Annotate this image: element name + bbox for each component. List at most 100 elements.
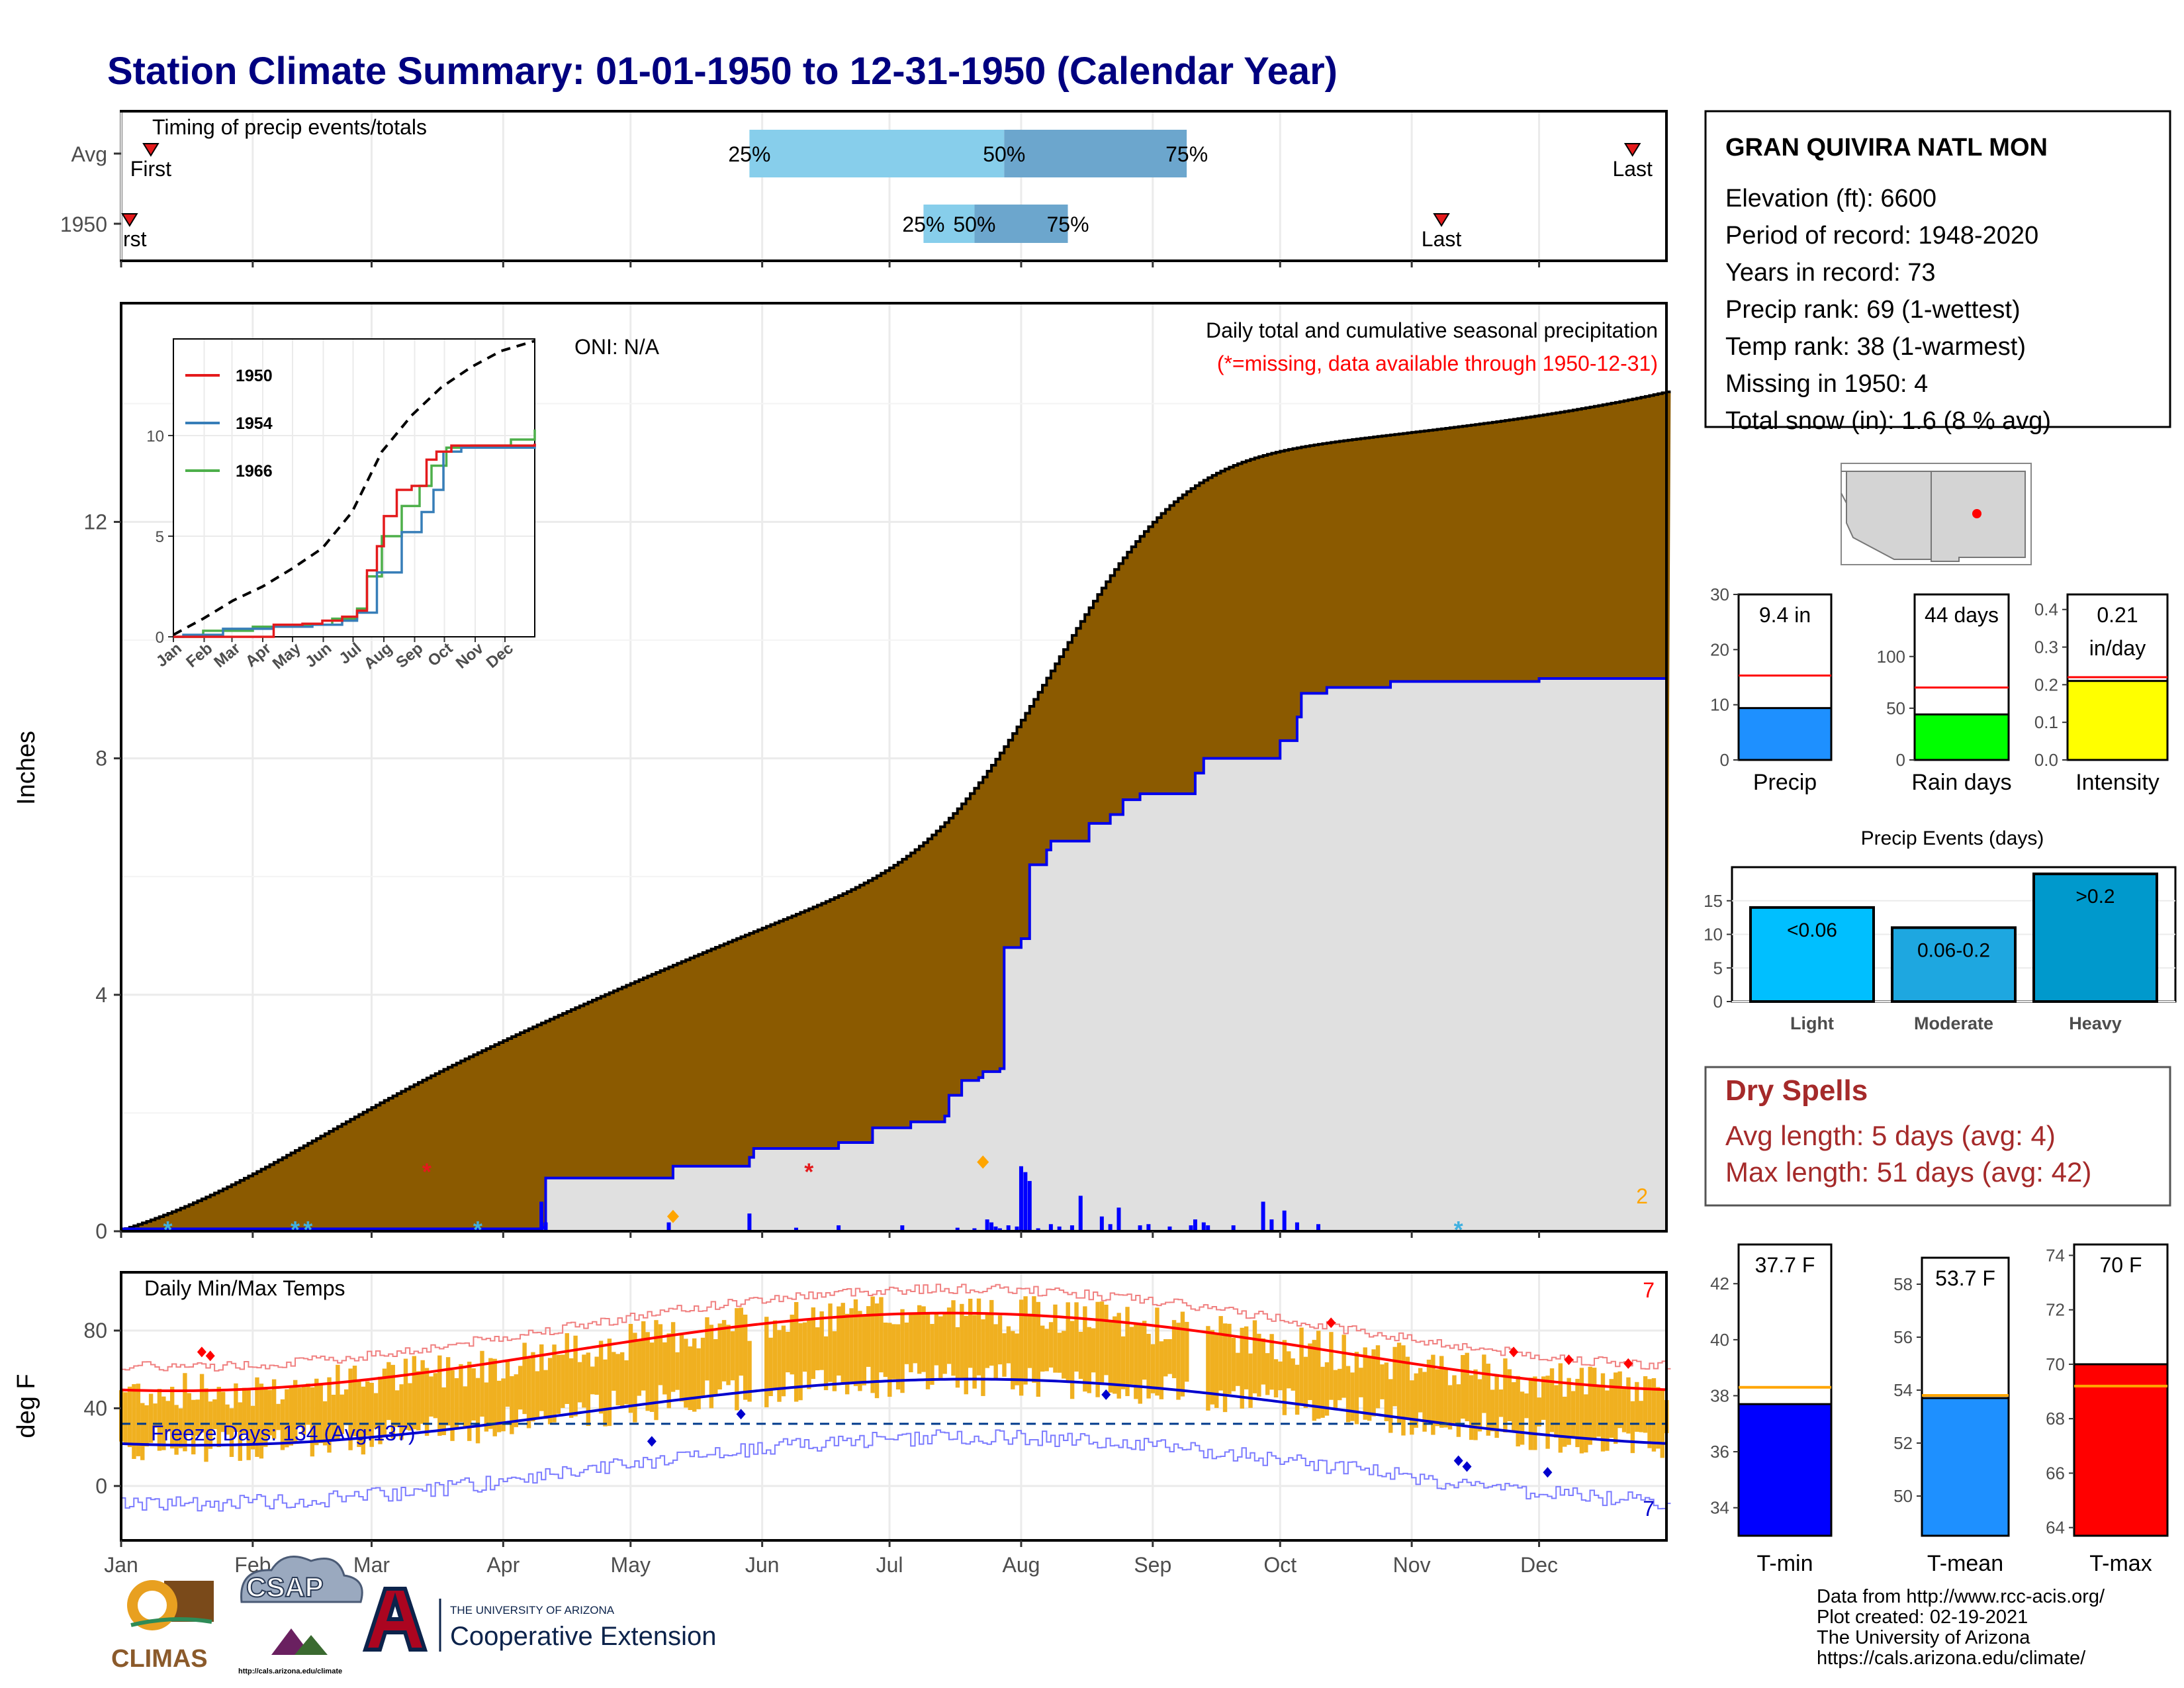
daily-temp-bar bbox=[1057, 1333, 1062, 1373]
daily-temp-bar bbox=[721, 1320, 727, 1382]
temp-summary-y-tick: 38 bbox=[1710, 1385, 1729, 1405]
station-info-line: Total snow (in): 1.6 (8 % avg) bbox=[1725, 407, 2051, 435]
station-info-box: GRAN QUIVIRA NATL MON Elevation (ft): 66… bbox=[1704, 110, 2171, 435]
daily-temp-bar bbox=[132, 1383, 136, 1459]
record-low-marker bbox=[1543, 1467, 1553, 1478]
daily-temp-bar bbox=[361, 1386, 366, 1455]
daily-temp-bar bbox=[297, 1387, 302, 1427]
daily-precip-bar bbox=[1027, 1181, 1032, 1231]
timing-last-marker bbox=[1623, 143, 1641, 157]
temp-summary-label: T-max bbox=[2089, 1551, 2152, 1576]
temp-summary-label: T-mean bbox=[1927, 1551, 2003, 1576]
daily-temp-bar bbox=[153, 1403, 158, 1428]
precip-summary-y-tick: 0 bbox=[1720, 750, 1729, 770]
daily-temp-bar bbox=[169, 1386, 175, 1449]
daily-precip-bar bbox=[993, 1226, 998, 1231]
daily-temp-bar bbox=[390, 1364, 395, 1438]
daily-temp-bar bbox=[1108, 1320, 1113, 1393]
daily-temp-bar bbox=[675, 1352, 680, 1390]
daily-precip-bar bbox=[985, 1219, 989, 1231]
daily-temp-bar bbox=[1303, 1356, 1308, 1408]
daily-temp-bar bbox=[378, 1376, 383, 1444]
daily-temp-bar bbox=[276, 1403, 281, 1430]
daily-temp-bar bbox=[1222, 1323, 1228, 1413]
daily-precip-bar bbox=[1019, 1166, 1023, 1231]
daily-temp-bar bbox=[1125, 1307, 1130, 1397]
inset-avg-line bbox=[173, 340, 535, 636]
daily-temp-bar bbox=[1214, 1334, 1219, 1409]
daily-precip-bar bbox=[997, 1228, 1002, 1231]
precip-event-category: Heavy bbox=[2069, 1013, 2122, 1033]
daily-temp-bar bbox=[441, 1387, 446, 1435]
daily-temp-bar bbox=[717, 1323, 722, 1390]
daily-temp-bar bbox=[904, 1322, 909, 1364]
daily-temp-bar bbox=[1299, 1327, 1304, 1404]
daily-temp-bar bbox=[1461, 1354, 1465, 1419]
daily-temp-bar bbox=[802, 1322, 807, 1372]
precip-summary-value: 44 days bbox=[1925, 603, 1999, 627]
credit-line-3: The University of Arizona bbox=[1817, 1627, 2030, 1648]
missing-data-marker: * bbox=[1454, 1216, 1463, 1243]
daily-temp-bar bbox=[1032, 1296, 1036, 1383]
daily-temp-bar bbox=[938, 1316, 943, 1378]
timing-first-label: rst bbox=[123, 227, 147, 251]
daily-temp-bar bbox=[127, 1386, 132, 1448]
daily-temp-bar bbox=[1643, 1376, 1648, 1433]
daily-temp-bar bbox=[586, 1352, 591, 1427]
daily-precip-bar bbox=[1023, 1172, 1028, 1231]
dry-spells-title: Dry Spells bbox=[1725, 1074, 1868, 1107]
temp-summary-y-tick: 68 bbox=[2046, 1409, 2065, 1429]
precip-y-tick-label: 0 bbox=[95, 1219, 107, 1243]
temp-summary-y-tick: 72 bbox=[2046, 1300, 2065, 1320]
daily-temp-bar bbox=[531, 1352, 535, 1422]
daily-temp-bar bbox=[399, 1384, 404, 1440]
daily-temp-bar bbox=[654, 1320, 659, 1421]
daily-temp-bar bbox=[883, 1322, 888, 1378]
station-info-line: Missing in 1950: 4 bbox=[1725, 370, 1928, 398]
daily-temp-bar bbox=[285, 1389, 289, 1448]
daily-temp-bar bbox=[518, 1366, 523, 1410]
precip-summary-y-tick: 0.2 bbox=[2034, 675, 2058, 694]
daily-temp-bar bbox=[314, 1378, 319, 1446]
daily-temp-bar bbox=[450, 1370, 455, 1441]
daily-temp-bar bbox=[807, 1319, 811, 1389]
daily-temp-bar bbox=[590, 1366, 595, 1395]
daily-temp-bar bbox=[1371, 1349, 1376, 1417]
daily-temp-bar bbox=[318, 1383, 323, 1443]
daily-temp-bar bbox=[985, 1314, 990, 1368]
daily-temp-bar bbox=[692, 1338, 697, 1412]
locator-map bbox=[1841, 463, 2032, 565]
csap-logo: CSAP http://cals.arizona.edu/climate bbox=[238, 1556, 363, 1675]
daily-temp-bar bbox=[289, 1385, 293, 1446]
daily-temp-bar bbox=[739, 1307, 743, 1376]
daily-temp-bar bbox=[862, 1315, 866, 1385]
daily-temp-bar bbox=[1142, 1321, 1147, 1380]
university-of-arizona-logo: THE UNIVERSITY OF ARIZONA Cooperative Ex… bbox=[362, 1587, 716, 1652]
daily-temp-bar bbox=[658, 1324, 663, 1385]
daily-temp-bar bbox=[263, 1389, 268, 1447]
daily-temp-bar bbox=[144, 1405, 149, 1447]
daily-temp-bar bbox=[387, 1362, 391, 1421]
daily-temp-bar bbox=[853, 1299, 858, 1386]
daily-temp-bar bbox=[1171, 1320, 1177, 1378]
daily-temp-bar bbox=[1308, 1343, 1312, 1401]
month-tick-label: Aug bbox=[1002, 1553, 1040, 1577]
freeze-days-label: Freeze Days: 134 (Avg:137) bbox=[151, 1421, 416, 1445]
daily-temp-bar bbox=[1452, 1375, 1457, 1424]
daily-temp-bar bbox=[229, 1408, 234, 1457]
daily-temp-bar bbox=[1541, 1376, 1546, 1420]
daily-temp-bar bbox=[964, 1315, 968, 1395]
daily-temp-bar bbox=[1656, 1387, 1661, 1449]
daily-precip-bar bbox=[1269, 1219, 1274, 1231]
daily-temp-bar bbox=[437, 1355, 442, 1436]
temp-summary-value: 70 F bbox=[2099, 1253, 2142, 1277]
daily-temp-bar bbox=[619, 1352, 625, 1408]
daily-temp-bar bbox=[183, 1373, 187, 1452]
daily-precip-bar bbox=[1193, 1219, 1197, 1231]
daily-temp-bar bbox=[365, 1381, 370, 1436]
inset-legend-label: 1966 bbox=[236, 462, 273, 481]
daily-temp-bar bbox=[1554, 1385, 1559, 1438]
daily-temp-bar bbox=[199, 1374, 205, 1433]
daily-temp-bar bbox=[1269, 1334, 1274, 1390]
temp-y-tick-label: 40 bbox=[83, 1396, 107, 1420]
